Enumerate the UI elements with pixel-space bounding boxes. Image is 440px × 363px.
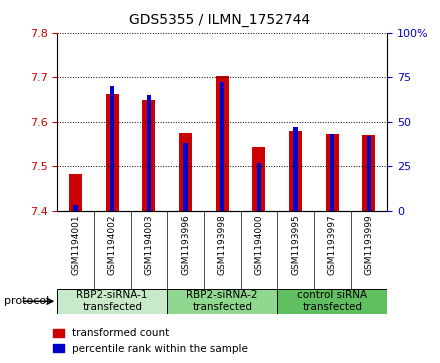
Bar (253, 147, 265, 211)
Text: GSM1194000: GSM1194000 (254, 215, 264, 275)
Bar (73, 205, 78, 211)
Text: GDS5355 / ILMN_1752744: GDS5355 / ILMN_1752744 (129, 13, 311, 27)
Text: control siRNA
transfected: control siRNA transfected (297, 290, 367, 312)
Bar (367, 136, 371, 211)
Bar (216, 76, 229, 211)
Text: GSM1193995: GSM1193995 (291, 215, 300, 275)
Text: GSM1194002: GSM1194002 (108, 215, 117, 275)
Bar (69, 174, 82, 211)
Bar (330, 134, 334, 211)
Bar (147, 95, 151, 211)
Text: GSM1193996: GSM1193996 (181, 215, 190, 275)
Bar (183, 143, 188, 211)
Bar (143, 100, 155, 211)
Text: GSM1193997: GSM1193997 (328, 215, 337, 275)
FancyBboxPatch shape (57, 289, 167, 314)
Bar (326, 134, 339, 211)
Text: GSM1194001: GSM1194001 (71, 215, 80, 275)
Bar (363, 135, 375, 211)
Text: RBP2-siRNA-1
transfected: RBP2-siRNA-1 transfected (77, 290, 148, 312)
Legend: transformed count, percentile rank within the sample: transformed count, percentile rank withi… (49, 324, 252, 358)
Bar (293, 127, 298, 211)
Bar (106, 94, 119, 211)
FancyBboxPatch shape (277, 289, 387, 314)
Text: RBP2-siRNA-2
transfected: RBP2-siRNA-2 transfected (187, 290, 258, 312)
Bar (220, 82, 224, 211)
Text: GSM1193999: GSM1193999 (364, 215, 374, 275)
Bar (289, 131, 302, 211)
Bar (257, 163, 261, 211)
Bar (110, 86, 114, 211)
Text: protocol: protocol (4, 296, 50, 306)
FancyBboxPatch shape (167, 289, 277, 314)
Text: GSM1194003: GSM1194003 (144, 215, 154, 275)
Text: GSM1193998: GSM1193998 (218, 215, 227, 275)
Bar (179, 133, 192, 211)
